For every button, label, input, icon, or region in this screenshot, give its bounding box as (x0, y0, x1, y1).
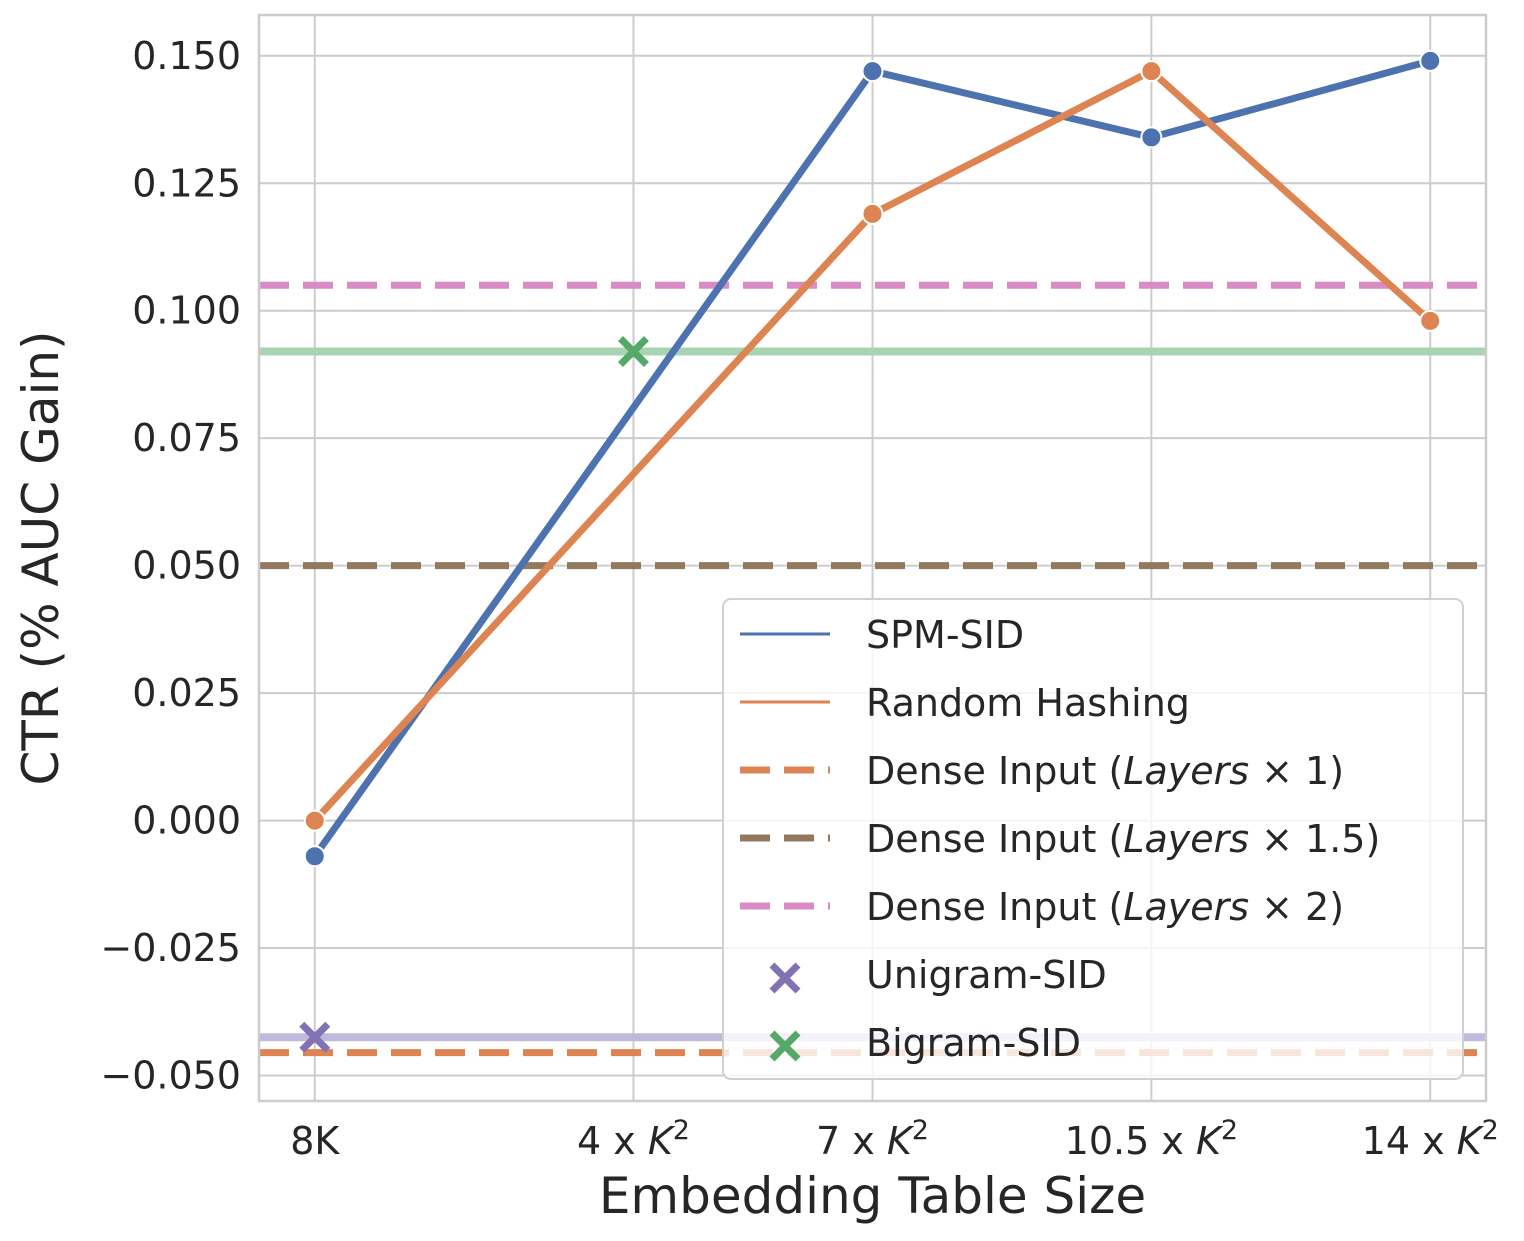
x-stroke (617, 336, 649, 367)
data-point (303, 809, 326, 832)
data-point (1140, 60, 1163, 83)
y-tick-label: 0.150 (132, 34, 241, 78)
x-marker (299, 1021, 331, 1053)
x-tick-label: 4 x K2 (577, 1115, 690, 1163)
series-lines (303, 49, 1442, 868)
data-point (861, 202, 884, 225)
scatter-markers (299, 336, 649, 1053)
y-tick-label: 0.025 (132, 671, 241, 715)
legend-swatch (769, 1030, 801, 1062)
legend: SPM-SID Random Hashing Dense Input (Layers… (722, 598, 1464, 1080)
y-tick-label: 0.125 (132, 161, 241, 205)
legend-entry: SPM-SID (740, 613, 1024, 657)
x-marker (617, 336, 649, 367)
data-point (1419, 49, 1442, 72)
series-line (311, 57, 1432, 859)
x-axis-title: Embedding Table Size (599, 1167, 1146, 1225)
plot-area-frame (257, 13, 1488, 1103)
legend-entry: Unigram-SID (769, 953, 1107, 997)
legend-swatch (769, 962, 801, 994)
legend-entry: Dense Input (Layers × 1.5) (740, 817, 1380, 861)
series-line (312, 67, 1433, 823)
data-point (303, 845, 326, 868)
y-tick-label: 0.075 (132, 416, 241, 460)
legend-label: Dense Input (Layers × 1) (866, 749, 1344, 793)
data-point (1140, 126, 1163, 149)
legend-label: Dense Input (Layers × 1.5) (866, 817, 1380, 861)
y-tick-labels: 0.150 0.125 0.100 0.075 0.050 0.025 0.000 −0.02… (100, 34, 241, 1098)
x-tick-label: 14 x K2 (1362, 1115, 1499, 1163)
legend-label: Bigram-SID (866, 1021, 1081, 1065)
x-stroke (769, 962, 801, 994)
x-tick-label: 8K (290, 1119, 340, 1163)
legend-entry: Dense Input (Layers × 2) (740, 885, 1344, 929)
y-tick-label: 0.050 (132, 544, 241, 588)
legend-entry: Bigram-SID (769, 1021, 1081, 1065)
legend-label: Unigram-SID (866, 953, 1107, 997)
data-point (1419, 309, 1442, 332)
legend-box (722, 598, 1464, 1080)
y-tick-label: −0.025 (100, 926, 241, 970)
y-tick-label: −0.050 (100, 1054, 241, 1098)
legend-label: Dense Input (Layers × 2) (866, 885, 1344, 929)
legend-entry: Dense Input (Layers × 1) (740, 749, 1344, 793)
y-tick-label: 0.100 (132, 289, 241, 333)
y-tick-label: 0.000 (132, 799, 241, 843)
legend-entry: Random Hashing (740, 681, 1190, 725)
x-stroke (769, 1030, 801, 1062)
x-tick-label: 7 x K2 (816, 1115, 929, 1163)
x-tick-labels: 8K 4 x K2 7 x K2 10.5 x K2 14 x K2 (290, 1115, 1499, 1163)
data-point (861, 60, 884, 83)
y-axis-title: CTR (% AUC Gain) (12, 330, 70, 785)
x-stroke (299, 1021, 331, 1053)
legend-label: Random Hashing (866, 681, 1190, 725)
legend-label: SPM-SID (866, 613, 1024, 657)
x-tick-label: 10.5 x K2 (1065, 1115, 1238, 1163)
